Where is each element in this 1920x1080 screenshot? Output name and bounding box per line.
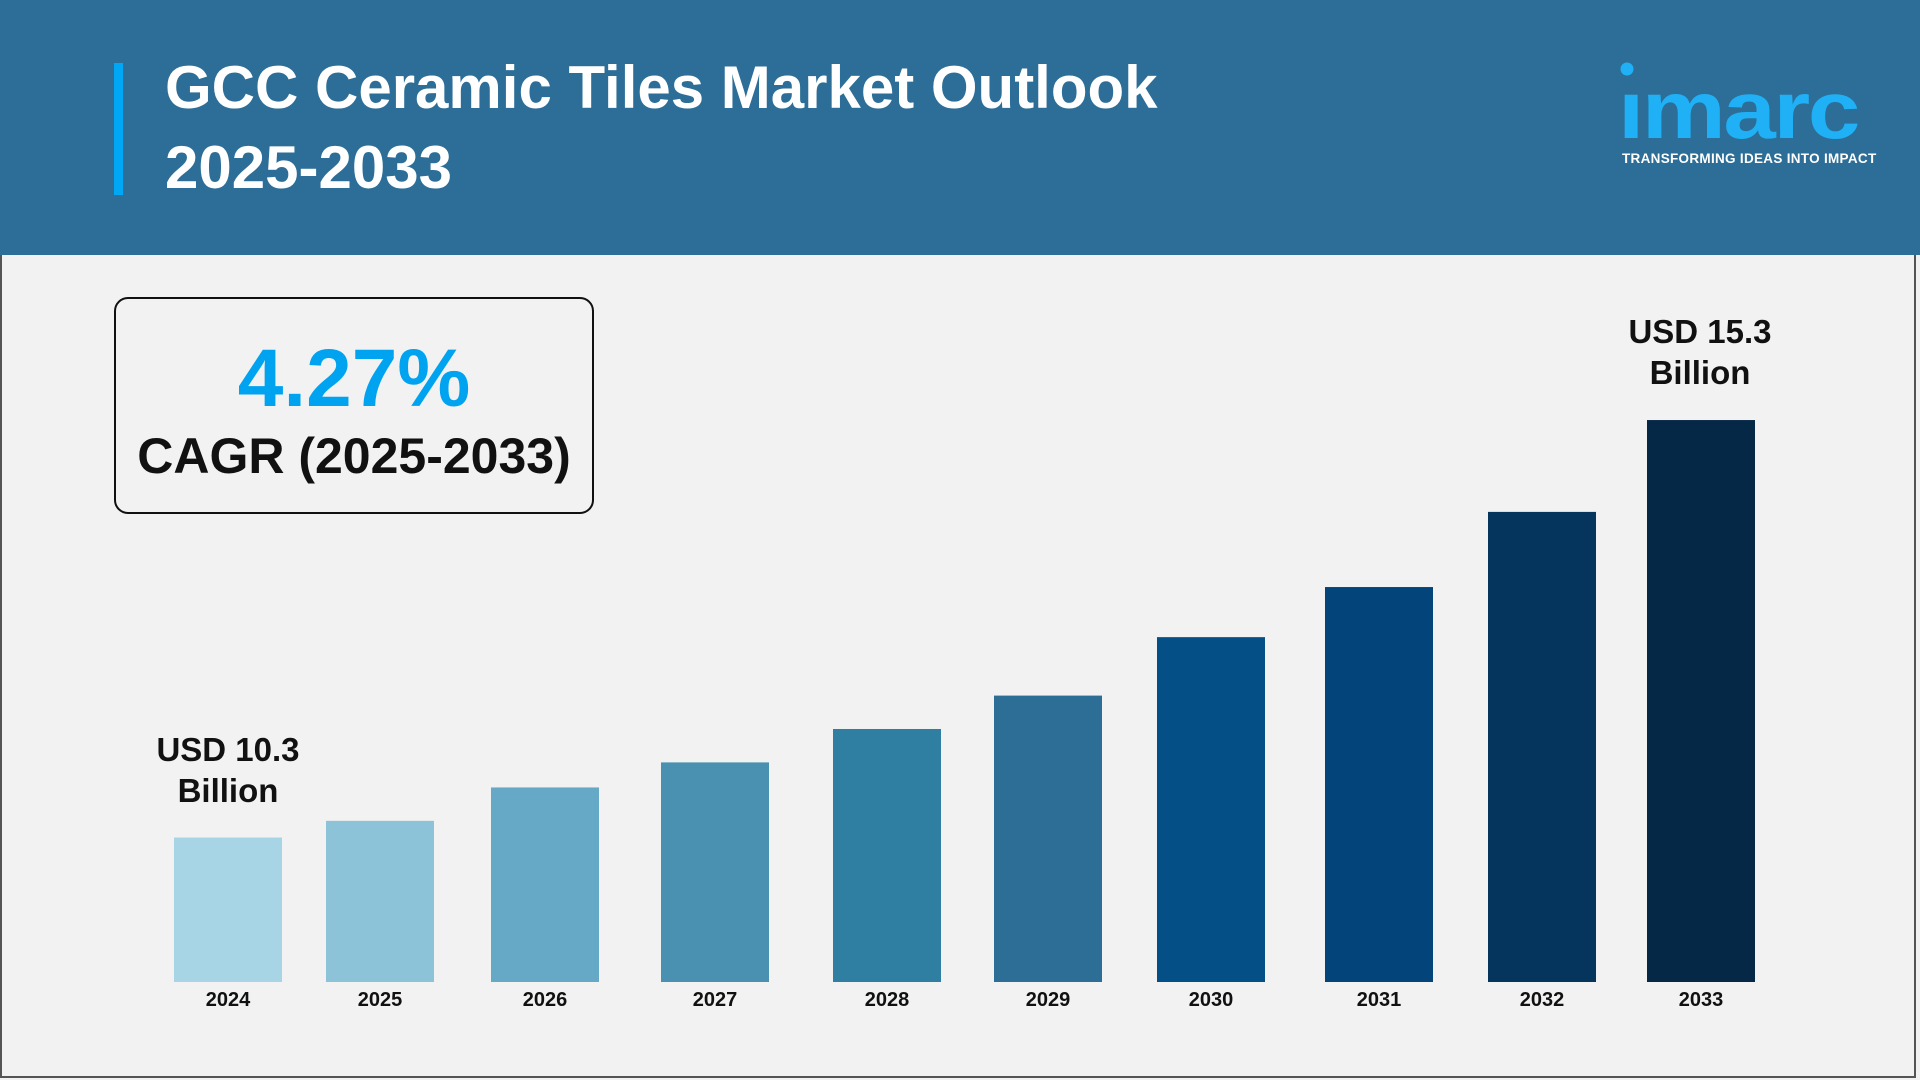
bar-2026 [491,787,599,982]
x-tick-label: 2029 [1026,989,1071,1011]
bar-2028 [833,728,941,982]
cagr-label: CAGR (2025-2033) [137,428,571,484]
bar-2033 [1647,420,1755,982]
end-value-line1: USD 15.3 [1628,313,1772,350]
chart-frame [0,255,1916,1078]
x-tick-label: 2032 [1520,989,1565,1011]
page-title: GCC Ceramic Tiles Market Outlook 2025-20… [165,48,1158,208]
bar-2027 [661,762,769,982]
x-tick-label: 2025 [358,989,403,1011]
x-tick-label: 2027 [693,989,738,1011]
start-value-line1: USD 10.3 [156,731,300,768]
title-line-2: 2025-2033 [165,134,452,201]
cagr-value: 4.27% [237,333,471,424]
imarc-logo: ımarc [1618,62,1860,156]
bar-2024 [174,837,282,982]
start-value-label: USD 10.3 Billion [108,729,348,811]
x-tick-label: 2026 [523,989,568,1011]
x-tick-label: 2028 [865,989,910,1011]
title-line-1: GCC Ceramic Tiles Market Outlook [165,54,1158,121]
x-tick-label: 2030 [1189,989,1234,1011]
x-tick-label: 2033 [1679,989,1724,1011]
cagr-box: 4.27% CAGR (2025-2033) [114,297,594,514]
bar-2031 [1325,587,1433,982]
bar-2032 [1488,511,1596,982]
x-tick-label: 2031 [1357,989,1402,1011]
bar-2029 [994,695,1102,982]
end-value-label: USD 15.3 Billion [1580,311,1820,393]
bar-2030 [1157,637,1265,982]
start-value-line2: Billion [177,772,279,809]
header-banner: GCC Ceramic Tiles Market Outlook 2025-20… [0,0,1920,255]
logo-tagline: TRANSFORMING IDEAS INTO IMPACT [1622,151,1877,166]
end-value-line2: Billion [1649,354,1751,391]
svg-text:ımarc: ımarc [1618,65,1858,156]
title-accent-bar [114,63,123,195]
x-tick-label: 2024 [206,989,251,1011]
bar-2025 [326,820,434,982]
